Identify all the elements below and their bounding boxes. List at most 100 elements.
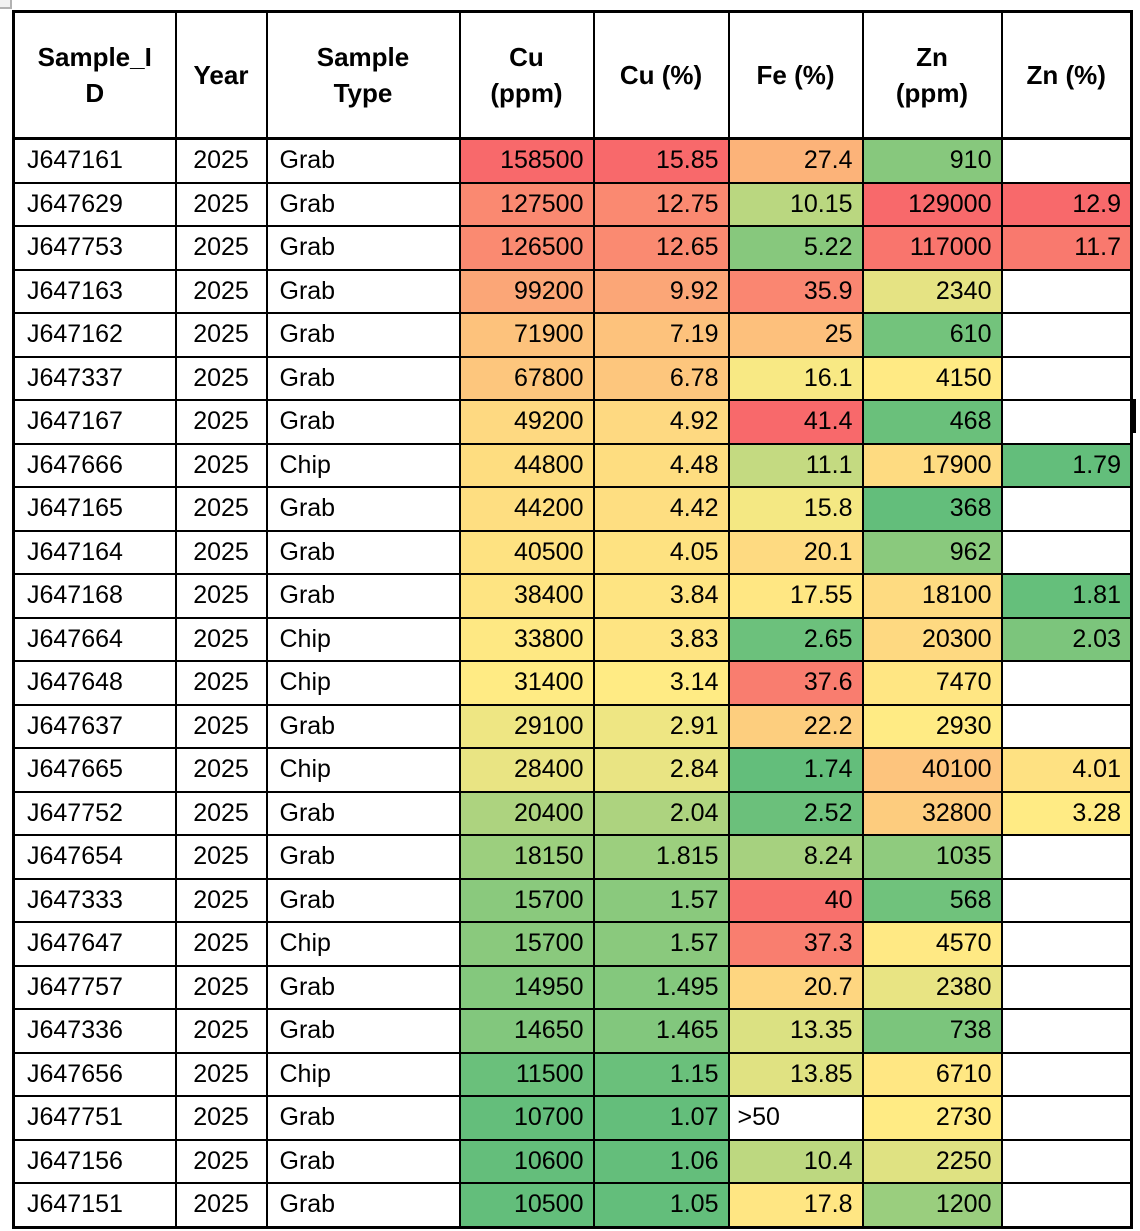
- cell-zn-ppm[interactable]: 40100: [861, 747, 1003, 793]
- cell-zn-pct[interactable]: [1000, 137, 1133, 184]
- cell-cu-pct[interactable]: 3.14: [592, 660, 730, 706]
- cell-zn-ppm[interactable]: 910: [861, 137, 1003, 184]
- cell-sample-type[interactable]: Grab: [265, 1095, 461, 1141]
- cell-cu-pct[interactable]: 4.05: [592, 529, 730, 575]
- cell-fe-pct[interactable]: 37.6: [727, 660, 864, 706]
- cell-cu-ppm[interactable]: 20400: [458, 790, 595, 836]
- cell-sample-type[interactable]: Grab: [265, 225, 461, 271]
- cell-fe-pct[interactable]: 37.3: [727, 921, 864, 967]
- cell-year[interactable]: 2025: [174, 747, 268, 793]
- cell-cu-ppm[interactable]: 15700: [458, 921, 595, 967]
- cell-cu-pct[interactable]: 1.495: [592, 964, 730, 1010]
- cell-year[interactable]: 2025: [174, 486, 268, 532]
- col-header-cu-pct[interactable]: Cu (%): [592, 10, 730, 140]
- cell-sample-id[interactable]: J647163: [12, 268, 177, 314]
- cell-fe-pct[interactable]: 10.4: [727, 1138, 864, 1184]
- cell-sample-type[interactable]: Grab: [265, 834, 461, 880]
- cell-zn-ppm[interactable]: 6710: [861, 1051, 1003, 1097]
- cell-cu-ppm[interactable]: 10600: [458, 1138, 595, 1184]
- cell-zn-pct[interactable]: [1000, 529, 1133, 575]
- cell-zn-pct[interactable]: 11.7: [1000, 225, 1133, 271]
- cell-sample-type[interactable]: Chip: [265, 660, 461, 706]
- col-header-fe-pct[interactable]: Fe (%): [727, 10, 864, 140]
- cell-fe-pct[interactable]: 16.1: [727, 355, 864, 401]
- cell-sample-id[interactable]: J647666: [12, 442, 177, 488]
- col-header-sample-type[interactable]: Sample Type: [265, 10, 461, 140]
- cell-year[interactable]: 2025: [174, 964, 268, 1010]
- cell-year[interactable]: 2025: [174, 1182, 268, 1228]
- cell-zn-pct[interactable]: 2.03: [1000, 616, 1133, 662]
- cell-cu-ppm[interactable]: 14950: [458, 964, 595, 1010]
- cell-year[interactable]: 2025: [174, 268, 268, 314]
- cell-cu-ppm[interactable]: 28400: [458, 747, 595, 793]
- cell-sample-type[interactable]: Chip: [265, 747, 461, 793]
- cell-zn-pct[interactable]: [1000, 268, 1133, 314]
- cell-cu-pct[interactable]: 12.75: [592, 181, 730, 227]
- cell-zn-pct[interactable]: 1.79: [1000, 442, 1133, 488]
- cell-sample-type[interactable]: Grab: [265, 399, 461, 445]
- cell-fe-pct[interactable]: 41.4: [727, 399, 864, 445]
- cell-sample-id[interactable]: J647753: [12, 225, 177, 271]
- cell-zn-pct[interactable]: [1000, 1008, 1133, 1054]
- cell-cu-ppm[interactable]: 44200: [458, 486, 595, 532]
- cell-year[interactable]: 2025: [174, 1138, 268, 1184]
- cell-zn-ppm[interactable]: 738: [861, 1008, 1003, 1054]
- cell-fe-pct[interactable]: 10.15: [727, 181, 864, 227]
- cell-sample-type[interactable]: Grab: [265, 529, 461, 575]
- cell-zn-ppm[interactable]: 2250: [861, 1138, 1003, 1184]
- cell-sample-type[interactable]: Grab: [265, 964, 461, 1010]
- cell-cu-ppm[interactable]: 71900: [458, 312, 595, 358]
- cell-cu-ppm[interactable]: 11500: [458, 1051, 595, 1097]
- cell-year[interactable]: 2025: [174, 616, 268, 662]
- cell-sample-type[interactable]: Grab: [265, 790, 461, 836]
- cell-year[interactable]: 2025: [174, 529, 268, 575]
- cell-cu-pct[interactable]: 1.57: [592, 877, 730, 923]
- cell-zn-pct[interactable]: 12.9: [1000, 181, 1133, 227]
- cell-zn-ppm[interactable]: 2730: [861, 1095, 1003, 1141]
- cell-sample-id[interactable]: J647161: [12, 137, 177, 184]
- cell-cu-pct[interactable]: 3.84: [592, 573, 730, 619]
- cell-year[interactable]: 2025: [174, 1051, 268, 1097]
- cell-zn-pct[interactable]: [1000, 399, 1133, 445]
- cell-zn-ppm[interactable]: 2380: [861, 964, 1003, 1010]
- cell-fe-pct[interactable]: 2.65: [727, 616, 864, 662]
- cell-cu-ppm[interactable]: 99200: [458, 268, 595, 314]
- cell-zn-ppm[interactable]: 7470: [861, 660, 1003, 706]
- cell-sample-type[interactable]: Grab: [265, 355, 461, 401]
- col-header-zn-ppm[interactable]: Zn (ppm): [861, 10, 1003, 140]
- cell-cu-ppm[interactable]: 31400: [458, 660, 595, 706]
- cell-year[interactable]: 2025: [174, 181, 268, 227]
- cell-zn-pct[interactable]: 3.28: [1000, 790, 1133, 836]
- cell-year[interactable]: 2025: [174, 355, 268, 401]
- cell-sample-type[interactable]: Grab: [265, 137, 461, 184]
- cell-zn-ppm[interactable]: 117000: [861, 225, 1003, 271]
- cell-cu-ppm[interactable]: 67800: [458, 355, 595, 401]
- cell-sample-type[interactable]: Grab: [265, 1182, 461, 1228]
- cell-year[interactable]: 2025: [174, 399, 268, 445]
- cell-fe-pct[interactable]: 27.4: [727, 137, 864, 184]
- cell-year[interactable]: 2025: [174, 703, 268, 749]
- cell-year[interactable]: 2025: [174, 660, 268, 706]
- cell-cu-ppm[interactable]: 38400: [458, 573, 595, 619]
- cell-fe-pct[interactable]: 11.1: [727, 442, 864, 488]
- cell-fe-pct[interactable]: 17.8: [727, 1182, 864, 1228]
- cell-sample-id[interactable]: J647647: [12, 921, 177, 967]
- col-header-year[interactable]: Year: [174, 10, 268, 140]
- cell-cu-pct[interactable]: 2.04: [592, 790, 730, 836]
- cell-zn-pct[interactable]: [1000, 355, 1133, 401]
- cell-sample-type[interactable]: Chip: [265, 921, 461, 967]
- cell-zn-ppm[interactable]: 32800: [861, 790, 1003, 836]
- cell-sample-id[interactable]: J647629: [12, 181, 177, 227]
- cell-zn-ppm[interactable]: 1035: [861, 834, 1003, 880]
- cell-fe-pct[interactable]: 13.35: [727, 1008, 864, 1054]
- cell-fe-pct[interactable]: 2.52: [727, 790, 864, 836]
- cell-fe-pct[interactable]: 1.74: [727, 747, 864, 793]
- cell-year[interactable]: 2025: [174, 225, 268, 271]
- cell-cu-pct[interactable]: 12.65: [592, 225, 730, 271]
- cell-fe-pct[interactable]: 5.22: [727, 225, 864, 271]
- cell-cu-ppm[interactable]: 14650: [458, 1008, 595, 1054]
- cell-fe-pct[interactable]: 17.55: [727, 573, 864, 619]
- cell-sample-id[interactable]: J647752: [12, 790, 177, 836]
- col-header-zn-pct[interactable]: Zn (%): [1000, 10, 1133, 140]
- cell-sample-id[interactable]: J647757: [12, 964, 177, 1010]
